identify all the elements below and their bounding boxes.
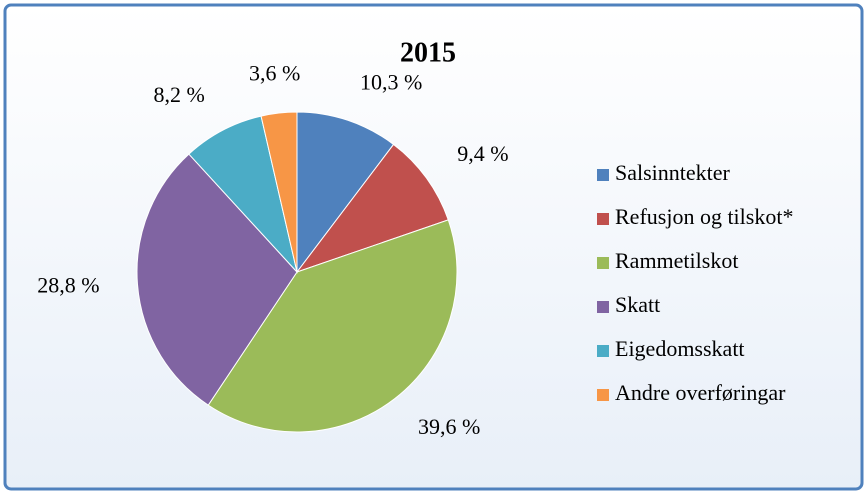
- data-label: 9,4 %: [457, 141, 508, 166]
- legend-label: Andre overføringar: [615, 380, 786, 405]
- data-label: 28,8 %: [37, 272, 99, 297]
- legend-swatch: [597, 301, 609, 313]
- data-label: 10,3 %: [360, 69, 422, 94]
- legend-label: Eigedomsskatt: [615, 336, 745, 361]
- pie-slice: [295, 143, 449, 274]
- legend-label: Salsinntekter: [615, 160, 731, 185]
- legend-label: Skatt: [615, 292, 660, 317]
- chart-title: 2015: [400, 37, 456, 68]
- legend-swatch: [597, 213, 609, 225]
- pie-slice: [296, 111, 395, 274]
- data-label: 8,2 %: [153, 82, 204, 107]
- pie-slice: [207, 219, 458, 433]
- pie-slice: [136, 153, 298, 406]
- legend-swatch: [597, 389, 609, 401]
- legend-swatch: [597, 257, 609, 269]
- data-label: 39,6 %: [418, 414, 480, 439]
- pie-slice: [260, 111, 298, 273]
- legend-swatch: [597, 169, 609, 181]
- legend-label: Refusjon og tilskot*: [615, 204, 793, 229]
- data-label: 3,6 %: [249, 60, 300, 85]
- legend-label: Rammetilskot: [615, 248, 738, 273]
- legend-swatch: [597, 345, 609, 357]
